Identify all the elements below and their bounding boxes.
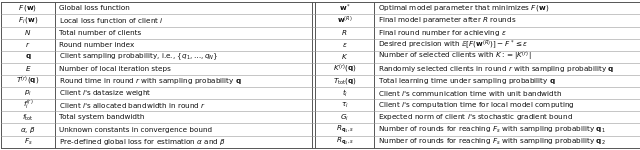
Text: Global loss function: Global loss function bbox=[59, 5, 130, 11]
Text: Client sampling probability, i.e., $\{q_1,\ldots,q_N\}$: Client sampling probability, i.e., $\{q_… bbox=[59, 52, 218, 62]
Text: $K$: $K$ bbox=[341, 52, 348, 61]
Text: $r$: $r$ bbox=[25, 40, 31, 49]
Text: $G_i$: $G_i$ bbox=[340, 112, 349, 123]
Text: $N$: $N$ bbox=[24, 28, 31, 37]
Text: Total system bandwidth: Total system bandwidth bbox=[59, 114, 144, 120]
Text: $R$: $R$ bbox=[342, 28, 348, 37]
Text: Final round number for achieving $\epsilon$: Final round number for achieving $\epsil… bbox=[378, 28, 507, 38]
Text: $\mathbf{w}^{(R)}$: $\mathbf{w}^{(R)}$ bbox=[337, 15, 353, 26]
Text: Total learning time under sampling probability $\mathbf{q}$: Total learning time under sampling proba… bbox=[378, 76, 556, 86]
Text: $\mathbf{q}$: $\mathbf{q}$ bbox=[24, 52, 31, 61]
Text: Client $i$'s datasize weight: Client $i$'s datasize weight bbox=[59, 88, 151, 98]
Text: $\mathbf{w}^*$: $\mathbf{w}^*$ bbox=[339, 3, 351, 14]
Text: $T_{\mathrm{tot}}(\mathbf{q})$: $T_{\mathrm{tot}}(\mathbf{q})$ bbox=[333, 76, 356, 86]
Text: $p_i$: $p_i$ bbox=[24, 89, 32, 98]
Text: Number of local iteration steps: Number of local iteration steps bbox=[59, 66, 171, 72]
Text: Number of rounds for reaching $F_s$ with sampling probability $\mathbf{q}_2$: Number of rounds for reaching $F_s$ with… bbox=[378, 137, 606, 147]
Text: $F_s$: $F_s$ bbox=[24, 137, 32, 147]
Text: Round number index: Round number index bbox=[59, 42, 134, 48]
Text: Number of rounds for reaching $F_s$ with sampling probability $\mathbf{q}_1$: Number of rounds for reaching $F_s$ with… bbox=[378, 124, 606, 135]
Text: $\alpha,\,\beta$: $\alpha,\,\beta$ bbox=[20, 124, 36, 135]
Text: Randomly selected clients in round $r$ with sampling probability $\mathbf{q}$: Randomly selected clients in round $r$ w… bbox=[378, 64, 614, 74]
Text: $f_{\mathrm{tot}}$: $f_{\mathrm{tot}}$ bbox=[22, 112, 34, 123]
Text: $f_i^{(r)}$: $f_i^{(r)}$ bbox=[22, 98, 33, 112]
Text: Final model parameter after $R$ rounds: Final model parameter after $R$ rounds bbox=[378, 15, 516, 26]
Text: $\epsilon$: $\epsilon$ bbox=[342, 41, 348, 49]
Text: Optimal model parameter that minimizes $F\,(\mathbf{w})$: Optimal model parameter that minimizes $… bbox=[378, 3, 550, 13]
Text: $T^{(r)}(\mathbf{q})$: $T^{(r)}(\mathbf{q})$ bbox=[16, 75, 40, 87]
Text: Client $i$'s communication time with unit bandwidth: Client $i$'s communication time with uni… bbox=[378, 89, 563, 98]
Text: $F\,(\mathbf{w})$: $F\,(\mathbf{w})$ bbox=[19, 3, 37, 13]
Text: $K^{(r)}(\mathbf{q})$: $K^{(r)}(\mathbf{q})$ bbox=[333, 63, 356, 75]
Text: Total number of clients: Total number of clients bbox=[59, 30, 141, 36]
Text: Number of selected clients with $K:=|K^{(r)}|$: Number of selected clients with $K:=|K^{… bbox=[378, 50, 532, 63]
Text: $t_i$: $t_i$ bbox=[342, 88, 348, 99]
Text: Client $i$'s allocated bandwidth in round $r$: Client $i$'s allocated bandwidth in roun… bbox=[59, 101, 206, 110]
Text: Round time in round $r$ with sampling probability $\mathbf{q}$: Round time in round $r$ with sampling pr… bbox=[59, 76, 242, 86]
Text: Desired precision with $\mathbb{E}[F(\mathbf{w}^{(R)})] - F^* \leq \epsilon$: Desired precision with $\mathbb{E}[F(\ma… bbox=[378, 38, 529, 51]
Text: $F_i\,(\mathbf{w})$: $F_i\,(\mathbf{w})$ bbox=[17, 15, 38, 26]
Text: $E$: $E$ bbox=[24, 64, 31, 74]
Text: Client $i$'s computation time for local model computing: Client $i$'s computation time for local … bbox=[378, 100, 575, 110]
Text: Pre-defined global loss for estimation $\alpha$ and $\beta$: Pre-defined global loss for estimation $… bbox=[59, 137, 226, 147]
Text: Unknown constants in convergence bound: Unknown constants in convergence bound bbox=[59, 127, 212, 133]
Text: Expected norm of client $i$'s stochastic gradient bound: Expected norm of client $i$'s stochastic… bbox=[378, 112, 573, 122]
Text: $R_{\mathbf{q}_2,s}$: $R_{\mathbf{q}_2,s}$ bbox=[335, 136, 354, 147]
Text: Local loss function of client $i$: Local loss function of client $i$ bbox=[59, 16, 164, 25]
Text: $\tau_i$: $\tau_i$ bbox=[340, 101, 349, 110]
Text: $R_{\mathbf{q}_1,s}$: $R_{\mathbf{q}_1,s}$ bbox=[335, 124, 354, 135]
